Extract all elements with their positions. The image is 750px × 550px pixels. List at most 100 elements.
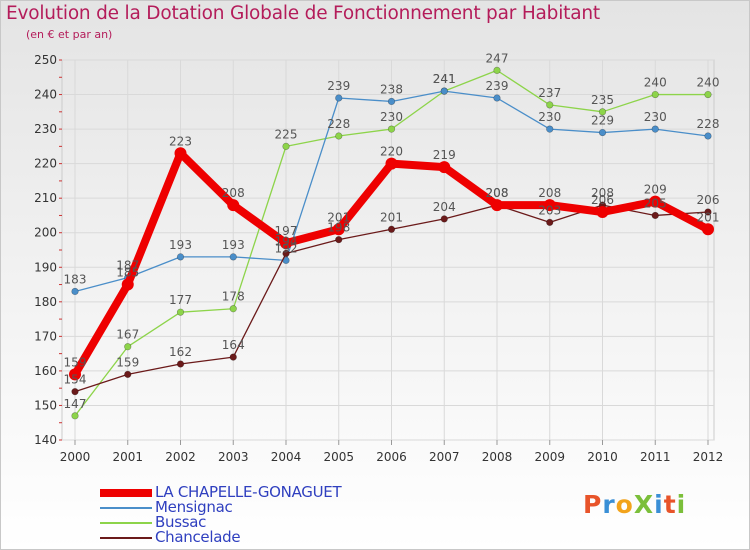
data-label: 208 bbox=[538, 186, 561, 200]
data-label: 167 bbox=[116, 328, 139, 342]
x-tick-label: 2004 bbox=[271, 450, 302, 464]
x-tick-label: 2008 bbox=[482, 450, 513, 464]
data-point bbox=[227, 199, 240, 212]
y-tick-label: 200 bbox=[34, 226, 57, 240]
data-point bbox=[651, 125, 659, 133]
data-point bbox=[387, 97, 396, 106]
data-label: 228 bbox=[697, 117, 720, 131]
data-point bbox=[176, 308, 185, 316]
data-label: 225 bbox=[275, 127, 298, 141]
x-tick-label: 2003 bbox=[218, 450, 249, 464]
data-point bbox=[596, 206, 609, 218]
data-point bbox=[71, 388, 79, 396]
data-label: 193 bbox=[222, 238, 245, 252]
y-tick-label: 180 bbox=[34, 295, 57, 309]
data-label: 241 bbox=[433, 72, 456, 86]
x-tick-label: 2010 bbox=[587, 450, 618, 464]
data-point bbox=[69, 368, 81, 381]
x-tick-label: 2009 bbox=[534, 450, 565, 464]
data-label: 203 bbox=[538, 203, 561, 217]
data-point bbox=[546, 218, 554, 226]
series-lines bbox=[69, 66, 714, 420]
y-tick-label: 240 bbox=[34, 88, 57, 102]
logo-letter: X bbox=[633, 490, 655, 519]
data-point bbox=[176, 253, 185, 261]
data-label: 208 bbox=[486, 186, 509, 200]
y-tick-label: 220 bbox=[34, 157, 57, 171]
legend-label: LA CHAPELLE-GONAGUET bbox=[155, 483, 342, 501]
y-tick-label: 140 bbox=[34, 433, 57, 447]
data-point bbox=[491, 199, 503, 212]
data-label: 208 bbox=[591, 186, 614, 200]
data-label: 194 bbox=[275, 234, 298, 248]
data-label: 219 bbox=[433, 148, 456, 162]
legend-swatch bbox=[100, 507, 152, 509]
data-label: 154 bbox=[64, 373, 87, 387]
data-label: 247 bbox=[486, 51, 509, 65]
axes: 140 150 160 170 180 190 200 210 220 230 240 250 2000… bbox=[34, 53, 723, 464]
data-label: 238 bbox=[380, 82, 403, 96]
y-tick-label: 210 bbox=[34, 191, 57, 205]
data-label: 223 bbox=[169, 134, 192, 148]
data-label: 240 bbox=[697, 76, 720, 90]
data-label: 159 bbox=[64, 355, 87, 369]
data-label: 208 bbox=[222, 186, 245, 200]
data-point bbox=[493, 94, 501, 102]
logo-letter: o bbox=[615, 490, 634, 519]
data-point bbox=[598, 128, 607, 137]
data-point bbox=[546, 101, 554, 109]
proxiti-logo: ProXiti bbox=[583, 490, 686, 519]
data-point bbox=[121, 278, 134, 291]
data-label: 209 bbox=[644, 183, 667, 197]
data-point bbox=[704, 208, 712, 216]
data-point bbox=[335, 94, 343, 102]
x-tick-label: 2007 bbox=[429, 450, 460, 464]
data-point bbox=[704, 90, 712, 99]
data-point bbox=[229, 305, 237, 313]
data-point bbox=[71, 287, 79, 296]
data-label: 206 bbox=[697, 193, 720, 207]
data-label: 162 bbox=[169, 345, 192, 359]
y-tick-label: 250 bbox=[34, 53, 57, 67]
chart-title: Evolution de la Dotation Globale de Fonc… bbox=[6, 3, 600, 24]
logo-letter: i bbox=[676, 490, 687, 519]
data-labels: 183 187 193 193 192 239 238 241 239 230 229 230 228 1… bbox=[64, 51, 720, 410]
data-point bbox=[387, 125, 396, 133]
logo-letter: P bbox=[583, 490, 603, 519]
data-label: 197 bbox=[275, 224, 298, 238]
data-point bbox=[649, 195, 662, 208]
data-label: 230 bbox=[380, 110, 403, 124]
data-point bbox=[124, 370, 132, 378]
data-point bbox=[651, 90, 659, 99]
data-point bbox=[282, 142, 290, 150]
y-tick-label: 170 bbox=[34, 329, 57, 343]
data-point bbox=[229, 353, 237, 361]
data-point bbox=[124, 343, 132, 351]
x-tick-label: 2005 bbox=[323, 450, 354, 464]
legend-label: Mensignac bbox=[155, 498, 233, 516]
data-point bbox=[282, 249, 290, 258]
legend-item-bussac: Bussac bbox=[100, 513, 420, 531]
data-label: 178 bbox=[222, 290, 245, 304]
data-point bbox=[229, 253, 237, 261]
data-point bbox=[335, 236, 343, 244]
legend-item-la-chapelle-gonaguet: LA CHAPELLE-GONAGUET bbox=[100, 483, 420, 501]
legend-label: Chancelade bbox=[155, 528, 241, 546]
data-label: 241 bbox=[433, 72, 456, 86]
data-point bbox=[332, 223, 345, 236]
logo-letter: i bbox=[654, 490, 664, 519]
data-label: 183 bbox=[64, 272, 87, 286]
x-tick-label: 2006 bbox=[376, 450, 407, 464]
legend-swatch bbox=[100, 537, 152, 539]
data-label: 177 bbox=[169, 293, 192, 307]
data-label: 235 bbox=[591, 93, 614, 107]
legend-swatch bbox=[100, 489, 152, 497]
data-label: 237 bbox=[538, 86, 561, 100]
data-label: 230 bbox=[644, 110, 667, 124]
data-label: 239 bbox=[327, 79, 350, 93]
data-label: 205 bbox=[644, 196, 667, 210]
data-label: 206 bbox=[591, 193, 614, 207]
data-label: 229 bbox=[591, 114, 614, 128]
data-point bbox=[546, 125, 554, 133]
